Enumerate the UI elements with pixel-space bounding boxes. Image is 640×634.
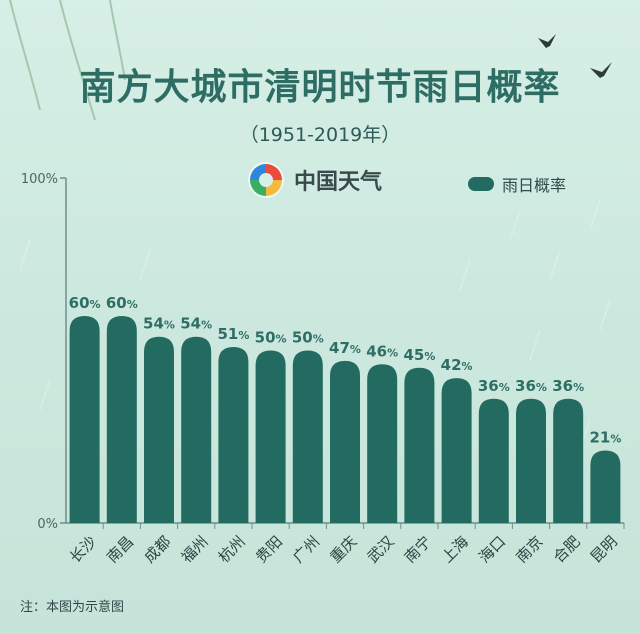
- x-tick-label: 杭州: [215, 532, 249, 566]
- bar-贵阳: [255, 350, 286, 523]
- chart-title: 南方大城市清明时节雨日概率: [79, 67, 561, 108]
- data-label: 36%: [515, 377, 547, 395]
- data-label: 47%: [329, 339, 361, 357]
- bar-上海: [441, 378, 472, 523]
- data-label: 54%: [180, 315, 212, 333]
- x-tick-label: 南京: [512, 532, 546, 566]
- bar-成都: [144, 336, 174, 523]
- y-tick-label: 0%: [37, 517, 58, 532]
- bar-重庆: [330, 360, 360, 523]
- data-label: 54%: [143, 315, 175, 333]
- bar-杭州: [218, 347, 249, 523]
- x-tick-label: 上海: [438, 532, 472, 566]
- bar-南昌: [106, 316, 137, 523]
- x-tick-label: 南宁: [401, 532, 435, 566]
- x-tick-label: 长沙: [66, 532, 100, 566]
- data-label: 51%: [217, 325, 249, 343]
- legend-swatch: [468, 177, 494, 191]
- data-label: 42%: [441, 356, 473, 374]
- data-label: 50%: [292, 329, 324, 347]
- brand-name: 中国天气: [294, 170, 383, 195]
- bar-福州: [181, 336, 212, 523]
- x-tick-label: 合肥: [550, 532, 584, 566]
- bar-南京: [516, 398, 546, 523]
- x-tick-label: 福州: [178, 532, 212, 566]
- bar-武汉: [367, 364, 398, 523]
- legend-label: 雨日概率: [502, 176, 567, 195]
- data-label: 50%: [255, 329, 287, 347]
- chart-note: 注：本图为示意图: [20, 600, 125, 615]
- data-label: 21%: [589, 429, 621, 447]
- legend: 雨日概率: [468, 172, 566, 196]
- x-tick-label: 重庆: [326, 532, 360, 566]
- data-label: 60%: [106, 294, 138, 312]
- data-label: 60%: [69, 294, 101, 312]
- x-tick-label: 广州: [289, 532, 323, 566]
- brand-logo: 中国天气: [246, 160, 382, 200]
- x-tick-label: 成都: [140, 532, 174, 566]
- bar-南宁: [404, 367, 435, 523]
- chart-subtitle: （1951-2019年）: [239, 124, 401, 146]
- data-label: 36%: [552, 377, 584, 395]
- x-tick-label: 武汉: [364, 532, 398, 566]
- x-tick-label: 贵阳: [252, 532, 286, 566]
- x-tick-label: 昆明: [587, 532, 621, 566]
- x-tick-label: 海口: [475, 532, 509, 566]
- bar-海口: [478, 398, 509, 523]
- bar-昆明: [590, 450, 621, 523]
- bar-长沙: [69, 316, 100, 523]
- data-label: 46%: [366, 342, 398, 360]
- y-tick-label: 100%: [21, 172, 58, 187]
- china-weather-logo-icon: [248, 162, 284, 198]
- data-label: 36%: [478, 377, 510, 395]
- bar-合肥: [553, 398, 584, 523]
- bar-广州: [292, 350, 323, 523]
- x-tick-label: 南昌: [103, 532, 137, 566]
- data-label: 45%: [403, 346, 435, 364]
